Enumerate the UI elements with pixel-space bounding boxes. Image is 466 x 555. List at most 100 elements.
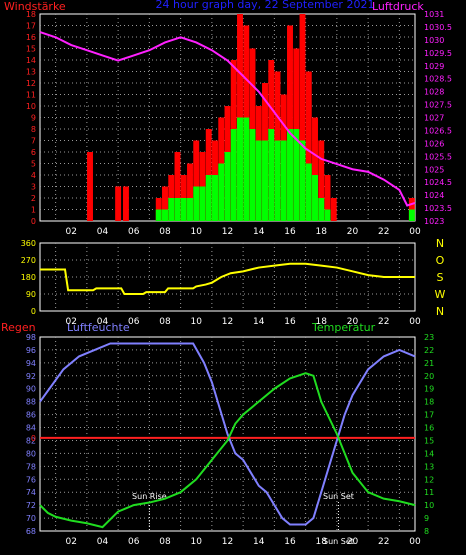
x-tick-label: 22 bbox=[378, 317, 389, 327]
sunrise-annotation: Sun Rise bbox=[132, 492, 167, 501]
pressure-tick-label: 1028 bbox=[424, 88, 444, 97]
gust-bar bbox=[330, 198, 337, 221]
humidity-tick-label: 76 bbox=[26, 475, 36, 484]
x-tick-label: 14 bbox=[253, 537, 265, 547]
pressure-tick-label: 1027.5 bbox=[424, 101, 452, 110]
humidity-tick-label: 92 bbox=[26, 372, 36, 381]
gust-bar bbox=[115, 186, 122, 221]
wind-tick-label: 1 bbox=[31, 206, 36, 215]
wind-tick-label: 9 bbox=[31, 114, 36, 123]
x-tick-label: 10 bbox=[191, 537, 203, 547]
temperature-tick-label: 23 bbox=[424, 333, 434, 342]
gust-bar bbox=[287, 25, 293, 221]
rain-tick-label: 0 bbox=[31, 434, 36, 443]
temperature-axis-label: Temperatur bbox=[311, 321, 376, 334]
wind-tick-label: 17 bbox=[26, 22, 36, 31]
avg-wind-bar bbox=[249, 129, 256, 221]
compass-label: N bbox=[436, 305, 444, 318]
avg-wind-bar bbox=[293, 129, 300, 221]
x-tick-label: 08 bbox=[159, 537, 171, 547]
avg-wind-bar bbox=[162, 209, 168, 221]
temperature-tick-label: 15 bbox=[424, 436, 434, 445]
wind-tick-label: 15 bbox=[26, 45, 36, 54]
x-tick-label: 06 bbox=[128, 537, 140, 547]
avg-wind-bar bbox=[274, 140, 281, 221]
x-tick-label: 22 bbox=[378, 227, 389, 237]
pressure-tick-label: 1025 bbox=[424, 165, 444, 174]
temperature-tick-label: 20 bbox=[424, 372, 434, 381]
avg-wind-bar bbox=[224, 152, 231, 221]
temperature-tick-label: 11 bbox=[424, 488, 434, 497]
pressure-tick-label: 1031 bbox=[424, 10, 444, 19]
temperature-tick-label: 22 bbox=[424, 346, 434, 355]
x-tick-label: 20 bbox=[347, 317, 359, 327]
gust-bar bbox=[324, 175, 331, 221]
humidity-tick-label: 72 bbox=[26, 501, 36, 510]
gust-bar bbox=[187, 163, 193, 221]
avg-wind-bar bbox=[287, 129, 293, 221]
pressure-tick-label: 1027 bbox=[424, 114, 444, 123]
pressure-tick-label: 1029.5 bbox=[424, 49, 452, 58]
pressure-line bbox=[39, 31, 416, 207]
gust-bar bbox=[193, 140, 200, 221]
temperature-tick-label: 17 bbox=[424, 411, 434, 420]
wind-tick-label: 13 bbox=[26, 68, 36, 77]
x-tick-label: 08 bbox=[159, 317, 171, 327]
pressure-tick-label: 1024 bbox=[424, 191, 444, 200]
x-tick-label: 10 bbox=[191, 317, 203, 327]
gust-bar bbox=[312, 117, 318, 221]
temperature-tick-label: 18 bbox=[424, 398, 434, 407]
wind-tick-label: 0 bbox=[31, 217, 36, 226]
temperature-tick-label: 10 bbox=[424, 501, 434, 510]
pressure-tick-label: 1023 bbox=[424, 217, 444, 226]
wind-tick-label: 4 bbox=[31, 171, 36, 180]
pressure-tick-label: 1030 bbox=[424, 36, 444, 45]
wind-tick-label: 14 bbox=[26, 56, 36, 65]
x-tick-label: 14 bbox=[253, 317, 265, 327]
humidity-tick-label: 68 bbox=[26, 527, 36, 536]
pressure-tick-label: 1029 bbox=[424, 62, 444, 71]
sunset-axis-annotation: Sun Set bbox=[323, 537, 354, 546]
avg-wind-bar bbox=[155, 209, 162, 221]
avg-wind-bar bbox=[218, 163, 225, 221]
wind-tick-label: 6 bbox=[31, 148, 36, 157]
x-tick-label: 10 bbox=[191, 227, 203, 237]
avg-wind-bar bbox=[193, 186, 200, 221]
x-tick-label: 04 bbox=[97, 317, 109, 327]
gust-bar bbox=[318, 140, 325, 221]
avg-wind-bar bbox=[187, 198, 193, 221]
x-tick-label: 16 bbox=[284, 317, 296, 327]
avg-wind-bar bbox=[199, 186, 206, 221]
x-tick-label: 12 bbox=[222, 537, 233, 547]
sunset-annotation: Sun Set bbox=[323, 492, 354, 501]
temperature-tick-label: 14 bbox=[424, 449, 434, 458]
temperature-tick-label: 16 bbox=[424, 424, 434, 433]
x-tick-label: 14 bbox=[253, 227, 265, 237]
x-tick-label: 00 bbox=[409, 537, 421, 547]
direction-line bbox=[40, 262, 415, 295]
avg-wind-bar bbox=[205, 175, 212, 221]
pressure-tick-label: 1026 bbox=[424, 139, 444, 148]
wind-tick-label: 7 bbox=[31, 137, 36, 146]
avg-wind-bar bbox=[305, 163, 312, 221]
wind-tick-label: 11 bbox=[26, 91, 36, 100]
x-tick-label: 08 bbox=[159, 227, 171, 237]
avg-wind-bar bbox=[299, 140, 306, 221]
avg-wind-bar bbox=[408, 209, 415, 221]
x-tick-label: 18 bbox=[316, 317, 328, 327]
avg-wind-bar bbox=[237, 117, 243, 221]
x-tick-label: 04 bbox=[97, 537, 109, 547]
humidity-tick-label: 78 bbox=[26, 462, 36, 471]
temperature-tick-label: 8 bbox=[424, 527, 429, 536]
humidity-tick-label: 86 bbox=[26, 411, 36, 420]
x-tick-label: 06 bbox=[128, 317, 140, 327]
x-tick-label: 22 bbox=[378, 537, 389, 547]
compass-label: W bbox=[435, 288, 446, 301]
temperature-tick-label: 13 bbox=[424, 462, 434, 471]
temperature-tick-label: 19 bbox=[424, 385, 434, 394]
gust-bar bbox=[87, 152, 93, 221]
direction-tick-label: 270 bbox=[21, 256, 36, 265]
humidity-tick-label: 88 bbox=[26, 398, 36, 407]
gust-bar bbox=[122, 186, 129, 221]
compass-label: N bbox=[436, 237, 444, 250]
